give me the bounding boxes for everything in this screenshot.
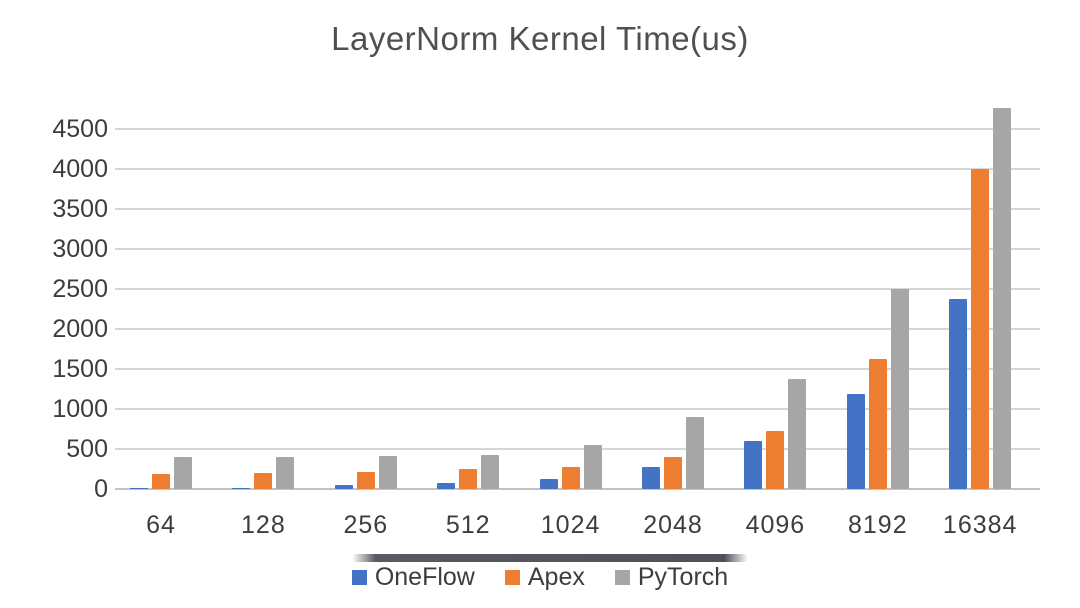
legend-item-oneflow: OneFlow <box>351 563 475 592</box>
gridline-4000 <box>115 168 1040 170</box>
bar-pytorch-8192 <box>890 289 909 489</box>
bar-oneflow-256 <box>334 484 353 489</box>
legend-label-pytorch: PyTorch <box>637 563 729 591</box>
gridline-3000 <box>115 248 1040 250</box>
bar-apex-256 <box>356 472 375 489</box>
y-tick-label: 3500 <box>52 195 108 223</box>
legend-swatch-apex <box>504 570 520 585</box>
y-tick-label: 2500 <box>52 275 108 303</box>
bar-oneflow-64 <box>130 488 148 489</box>
bar-apex-128 <box>254 473 273 489</box>
bar-oneflow-1024 <box>539 479 558 489</box>
legend-swatch-oneflow <box>351 570 367 585</box>
legend-swatch-pytorch <box>614 570 630 585</box>
y-tick-label: 2000 <box>52 315 108 343</box>
y-tick-label: 0 <box>94 475 108 503</box>
bar-apex-8192 <box>868 359 887 489</box>
x-tick-label-512: 512 <box>445 511 491 539</box>
y-tick-label: 3000 <box>52 235 108 263</box>
x-tick-label-2048: 2048 <box>643 511 703 539</box>
x-tick-label-64: 64 <box>146 511 176 539</box>
bar-pytorch-1024 <box>583 445 602 489</box>
bar-oneflow-128 <box>232 487 251 489</box>
overlay-strip <box>352 554 748 562</box>
y-tick-label: 1500 <box>52 355 108 383</box>
bar-pytorch-128 <box>276 457 295 489</box>
bar-pytorch-512 <box>481 454 500 489</box>
gridline-4500 <box>115 128 1040 130</box>
legend-label-oneflow: OneFlow <box>374 563 475 591</box>
y-tick-label: 1000 <box>52 395 108 423</box>
bar-oneflow-16384 <box>949 299 968 489</box>
legend-item-pytorch: PyTorch <box>614 563 729 592</box>
gridline-3500 <box>115 208 1040 210</box>
bar-oneflow-512 <box>437 483 456 489</box>
gridline-0 <box>115 488 1040 490</box>
x-tick-label-8192: 8192 <box>847 511 908 539</box>
bar-pytorch-256 <box>378 456 397 489</box>
x-tick-label-4096: 4096 <box>745 511 806 539</box>
bar-pytorch-16384 <box>993 108 1012 489</box>
x-tick-label-1024: 1024 <box>540 511 601 539</box>
bar-oneflow-2048 <box>642 466 660 489</box>
y-tick-label: 4500 <box>52 115 108 143</box>
bar-oneflow-4096 <box>744 441 763 489</box>
gridline-2500 <box>115 288 1040 290</box>
gridline-500 <box>115 448 1040 450</box>
bar-oneflow-8192 <box>846 393 865 489</box>
gridline-2000 <box>115 328 1040 330</box>
legend: OneFlow Apex PyTorch <box>0 563 1080 592</box>
bar-apex-512 <box>459 469 478 489</box>
chart-title: LayerNorm Kernel Time(us) <box>331 20 749 57</box>
x-tick-label-256: 256 <box>343 511 389 539</box>
bar-apex-4096 <box>766 431 785 489</box>
bar-pytorch-4096 <box>788 378 807 489</box>
y-tick-label: 500 <box>66 435 108 463</box>
x-tick-label-128: 128 <box>241 511 286 539</box>
bar-apex-64 <box>152 473 170 489</box>
bar-apex-16384 <box>971 169 990 489</box>
x-tick-label-16384: 16384 <box>942 511 1018 539</box>
bar-apex-2048 <box>664 457 682 489</box>
gridline-1000 <box>115 408 1040 410</box>
bar-apex-1024 <box>561 466 580 489</box>
bar-pytorch-64 <box>174 457 192 489</box>
bar-pytorch-2048 <box>686 417 704 489</box>
legend-label-apex: Apex <box>527 563 585 591</box>
gridline-1500 <box>115 368 1040 370</box>
y-tick-label: 4000 <box>52 155 108 183</box>
legend-item-apex: Apex <box>504 563 585 592</box>
